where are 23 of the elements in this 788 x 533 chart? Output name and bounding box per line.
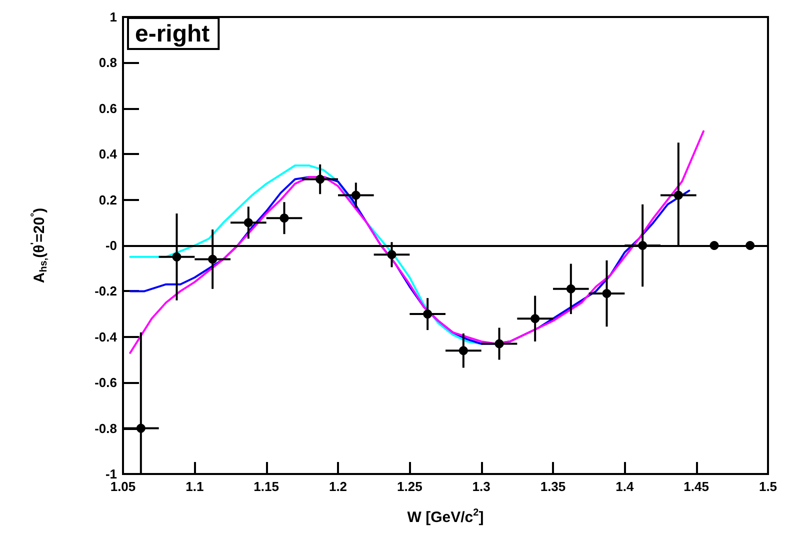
x-tick-label: 1.3	[472, 479, 490, 494]
y-tick-label: 0.2	[98, 192, 117, 208]
y-axis-title: Ahs,(θ'=20°)	[30, 208, 50, 284]
x-tick-label: 1.35	[540, 479, 566, 494]
y-tick-label: 0.6	[98, 100, 117, 116]
x-tick-label: 1.1	[186, 479, 204, 494]
x-tick-label: 1.2	[328, 479, 348, 494]
y-tick-label: -0.4	[94, 329, 118, 344]
x-tick-label: 1.25	[397, 479, 422, 494]
x-tick-label: 1.05	[110, 479, 136, 494]
y-tick-label: -0.6	[94, 375, 117, 390]
annotation: e-right	[135, 20, 210, 48]
x-tick-label: 1.15	[254, 479, 279, 494]
y-tick-label: -1	[105, 466, 117, 482]
y-tick-label: -0.8	[94, 420, 117, 436]
y-tick-label: 0.8	[98, 55, 117, 70]
y-tick-label: 0.4	[98, 146, 118, 162]
x-tick-label: 1.45	[684, 479, 709, 494]
y-tick-label: 1	[110, 10, 117, 24]
y-tick-label: -0	[105, 238, 117, 253]
x-tick-label: 1.5	[758, 479, 778, 494]
x-tick-label: 1.4	[616, 479, 634, 494]
y-tick-label: -0.2	[94, 284, 117, 299]
